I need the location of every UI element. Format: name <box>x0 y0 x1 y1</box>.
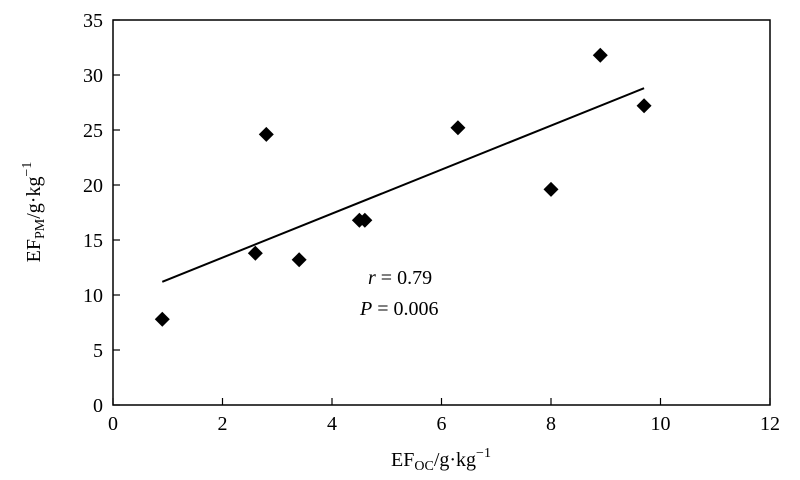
y-axis-title-base: EF <box>23 239 45 262</box>
y-axis: 0 5 10 15 20 25 30 35 <box>83 10 120 417</box>
r-symbol: r <box>368 267 376 289</box>
data-point-diamond <box>357 212 373 228</box>
y-tick-label: 35 <box>83 10 103 32</box>
x-tick-label: 0 <box>108 413 118 435</box>
y-tick-label: 5 <box>93 340 103 362</box>
x-axis-title: EFOC/g·kg−1 <box>391 446 491 474</box>
correlation-annotation: r = 0.79 <box>368 267 432 289</box>
y-tick-label: 15 <box>83 230 103 252</box>
data-point-diamond <box>450 120 466 136</box>
x-tick-label: 8 <box>546 413 556 435</box>
data-point-diamond <box>247 245 263 261</box>
data-point-diamond <box>154 311 170 327</box>
x-tick-label: 2 <box>218 413 228 435</box>
x-tick-label: 6 <box>437 413 447 435</box>
p-value: = 0.006 <box>372 298 438 320</box>
data-point-diamond <box>592 47 608 63</box>
y-tick-label: 30 <box>83 65 103 87</box>
y-tick-label: 20 <box>83 175 103 197</box>
data-point-diamond <box>258 126 274 142</box>
plot-frame <box>112 19 771 406</box>
y-axis-title: EFPM/g·kg−1 <box>20 162 48 263</box>
r-value: = 0.79 <box>376 267 432 289</box>
x-tick-label: 10 <box>651 413 671 435</box>
x-axis: 0 2 4 6 8 10 12 <box>108 398 780 435</box>
y-axis-title-sup: −1 <box>20 162 35 177</box>
data-point-diamond <box>543 181 559 197</box>
x-axis-title-unit: /g·kg <box>434 449 476 471</box>
y-tick-label: 25 <box>83 120 103 142</box>
x-axis-title-sup: −1 <box>476 446 491 461</box>
y-tick-label: 0 <box>93 395 103 417</box>
x-axis-title-sub: OC <box>414 459 433 474</box>
data-point-diamond <box>636 98 652 114</box>
x-tick-label: 12 <box>760 413 780 435</box>
data-point-diamond <box>291 252 307 268</box>
trendline <box>161 87 645 283</box>
p-symbol: P <box>359 298 372 320</box>
y-axis-title-sub: PM <box>33 218 48 239</box>
y-tick-label: 10 <box>83 285 103 307</box>
x-axis-title-base: EF <box>391 449 414 471</box>
p-value-annotation: P = 0.006 <box>359 298 439 320</box>
x-tick-label: 4 <box>327 413 337 435</box>
y-axis-title-unit: /g·kg <box>23 177 45 219</box>
trendline-group <box>161 87 645 283</box>
data-points <box>154 47 652 327</box>
